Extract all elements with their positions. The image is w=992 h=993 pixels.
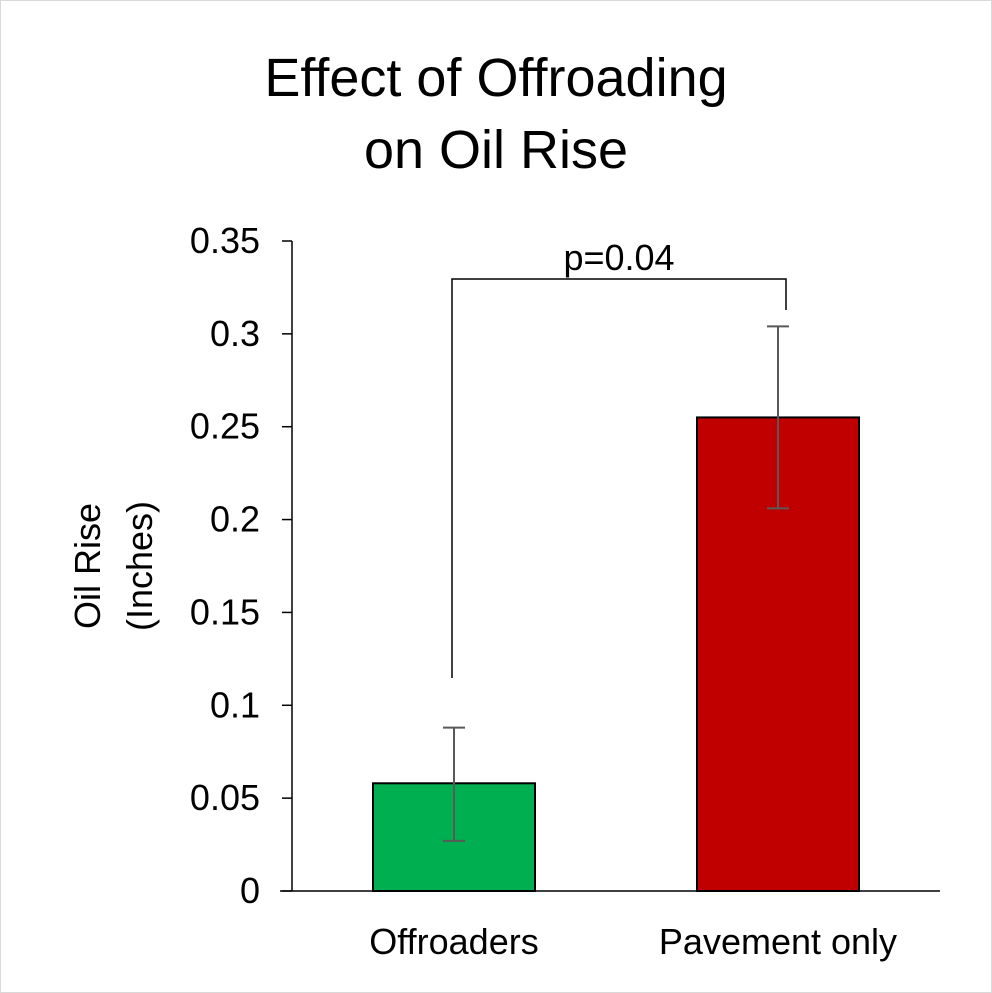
- x-category-label: Offroaders: [369, 921, 538, 962]
- chart-title: Effect of Offroading on Oil Rise: [264, 48, 727, 180]
- significance-annotation: p=0.04: [451, 237, 787, 678]
- significance-bracket: [451, 278, 787, 678]
- chart-title-line-2: on Oil Rise: [364, 120, 628, 180]
- y-tick-label: 0.25: [190, 406, 260, 447]
- p-value-label: p=0.04: [563, 237, 674, 278]
- y-tick-label: 0.35: [190, 220, 260, 261]
- y-axis-label: Oil Rise (Inches): [67, 501, 160, 631]
- y-axis-label-line-1: Oil Rise: [67, 503, 108, 629]
- y-axis-ticks: 0 0.05 0.1 0.15 0.2 0.25 0.3 0.35: [190, 220, 292, 911]
- y-tick-label: 0.3: [210, 313, 260, 354]
- y-tick-label: 0.1: [210, 684, 260, 725]
- x-category-label: Pavement only: [659, 921, 897, 962]
- error-bars: [443, 325, 789, 842]
- y-tick-label: 0.05: [190, 777, 260, 818]
- y-tick-label: 0.2: [210, 499, 260, 540]
- bars: [372, 416, 860, 892]
- y-tick-label: 0.15: [190, 591, 260, 632]
- chart-title-line-1: Effect of Offroading: [264, 48, 727, 108]
- y-tick-label: 0: [240, 870, 260, 911]
- y-axis-label-line-2: (Inches): [119, 501, 160, 631]
- x-axis-categories: Offroaders Pavement only: [369, 921, 897, 962]
